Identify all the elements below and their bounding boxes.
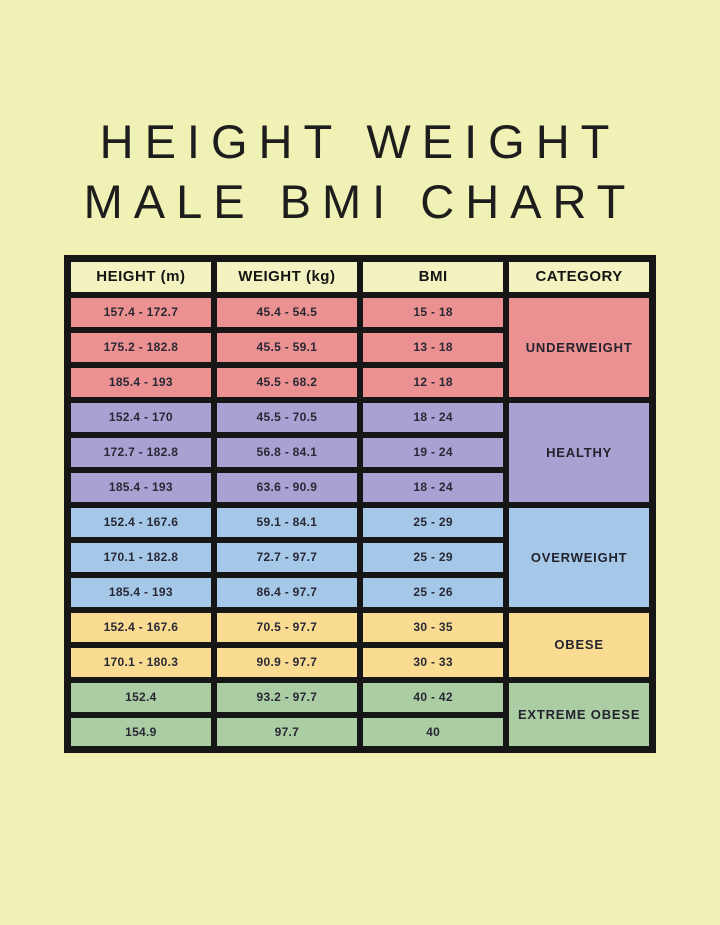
height-cell: 170.1 - 180.3 xyxy=(64,641,217,683)
page-title: HEIGHT WEIGHT MALE BMI CHART xyxy=(0,0,720,228)
height-cell: 152.4 xyxy=(64,676,217,718)
table-row: 185.4 - 193 45.5 - 68.2 12 - 18 xyxy=(64,361,653,403)
header-bmi: BMI xyxy=(356,255,510,298)
height-cell: 185.4 - 193 xyxy=(64,466,217,508)
bmi-cell: 25 - 26 xyxy=(356,571,510,613)
height-cell: 157.4 - 172.7 xyxy=(64,291,217,333)
bmi-cell: 40 - 42 xyxy=(356,676,510,718)
height-cell: 185.4 - 193 xyxy=(64,571,217,613)
bmi-cell: 18 - 24 xyxy=(356,466,510,508)
weight-cell: 59.1 - 84.1 xyxy=(210,501,364,543)
table-row: 185.4 - 193 63.6 - 90.9 18 - 24 xyxy=(64,466,653,508)
bmi-table: HEIGHT (m) WEIGHT (kg) BMI CATEGORY 157.… xyxy=(64,255,656,753)
height-cell: 175.2 - 182.8 xyxy=(64,326,217,368)
height-cell: 170.1 - 182.8 xyxy=(64,536,217,578)
category-cell-extreme-obese: EXTREME OBESE xyxy=(503,676,656,753)
weight-cell: 45.5 - 68.2 xyxy=(210,361,364,403)
weight-cell: 45.5 - 59.1 xyxy=(210,326,364,368)
category-cell-overweight: OVERWEIGHT xyxy=(503,501,656,613)
table-row: 157.4 - 172.7 45.4 - 54.5 15 - 18 UNDERW… xyxy=(64,291,656,403)
header-height: HEIGHT (m) xyxy=(64,255,217,298)
category-cell-obese: OBESE xyxy=(503,606,656,683)
height-cell: 154.9 xyxy=(64,711,217,753)
table-row: 185.4 - 193 86.4 - 97.7 25 - 26 xyxy=(64,571,653,613)
bmi-cell: 15 - 18 xyxy=(356,291,510,333)
weight-cell: 86.4 - 97.7 xyxy=(210,571,364,613)
category-cell-underweight: UNDERWEIGHT xyxy=(503,291,656,403)
table-row: 152.4 93.2 - 97.7 40 - 42 EXTREME OBESE xyxy=(64,676,656,753)
height-cell: 185.4 - 193 xyxy=(64,361,217,403)
table-row: 154.9 97.7 40 xyxy=(64,711,653,753)
weight-cell: 93.2 - 97.7 xyxy=(210,676,364,718)
table-row: 152.4 - 167.6 70.5 - 97.7 30 - 35 OBESE xyxy=(64,606,656,683)
header-row: HEIGHT (m) WEIGHT (kg) BMI CATEGORY xyxy=(64,255,656,298)
weight-cell: 63.6 - 90.9 xyxy=(210,466,364,508)
bmi-cell: 30 - 35 xyxy=(356,606,510,648)
category-cell-healthy: HEALTHY xyxy=(503,396,656,508)
bmi-cell: 13 - 18 xyxy=(356,326,510,368)
header-category: CATEGORY xyxy=(503,255,656,298)
weight-cell: 90.9 - 97.7 xyxy=(210,641,364,683)
weight-cell: 56.8 - 84.1 xyxy=(210,431,364,473)
title-line-2: MALE BMI CHART xyxy=(83,175,637,228)
table-row: 175.2 - 182.8 45.5 - 59.1 13 - 18 xyxy=(64,326,653,368)
bmi-cell: 25 - 29 xyxy=(356,536,510,578)
height-cell: 172.7 - 182.8 xyxy=(64,431,217,473)
height-cell: 152.4 - 170 xyxy=(64,396,217,438)
bmi-cell: 18 - 24 xyxy=(356,396,510,438)
weight-cell: 97.7 xyxy=(210,711,364,753)
table-row: 170.1 - 182.8 72.7 - 97.7 25 - 29 xyxy=(64,536,653,578)
bmi-cell: 40 xyxy=(356,711,510,753)
table-row: 152.4 - 167.6 59.1 - 84.1 25 - 29 OVERWE… xyxy=(64,501,656,613)
bmi-cell: 30 - 33 xyxy=(356,641,510,683)
table-row: 172.7 - 182.8 56.8 - 84.1 19 - 24 xyxy=(64,431,653,473)
bmi-cell: 25 - 29 xyxy=(356,501,510,543)
bmi-cell: 19 - 24 xyxy=(356,431,510,473)
table-row: 152.4 - 170 45.5 - 70.5 18 - 24 HEALTHY xyxy=(64,396,656,508)
header-weight: WEIGHT (kg) xyxy=(210,255,364,298)
weight-cell: 72.7 - 97.7 xyxy=(210,536,364,578)
weight-cell: 45.5 - 70.5 xyxy=(210,396,364,438)
weight-cell: 70.5 - 97.7 xyxy=(210,606,364,648)
height-cell: 152.4 - 167.6 xyxy=(64,501,217,543)
weight-cell: 45.4 - 54.5 xyxy=(210,291,364,333)
title-line-1: HEIGHT WEIGHT xyxy=(99,115,621,168)
bmi-cell: 12 - 18 xyxy=(356,361,510,403)
height-cell: 152.4 - 167.6 xyxy=(64,606,217,648)
table-row: 170.1 - 180.3 90.9 - 97.7 30 - 33 xyxy=(64,641,653,683)
